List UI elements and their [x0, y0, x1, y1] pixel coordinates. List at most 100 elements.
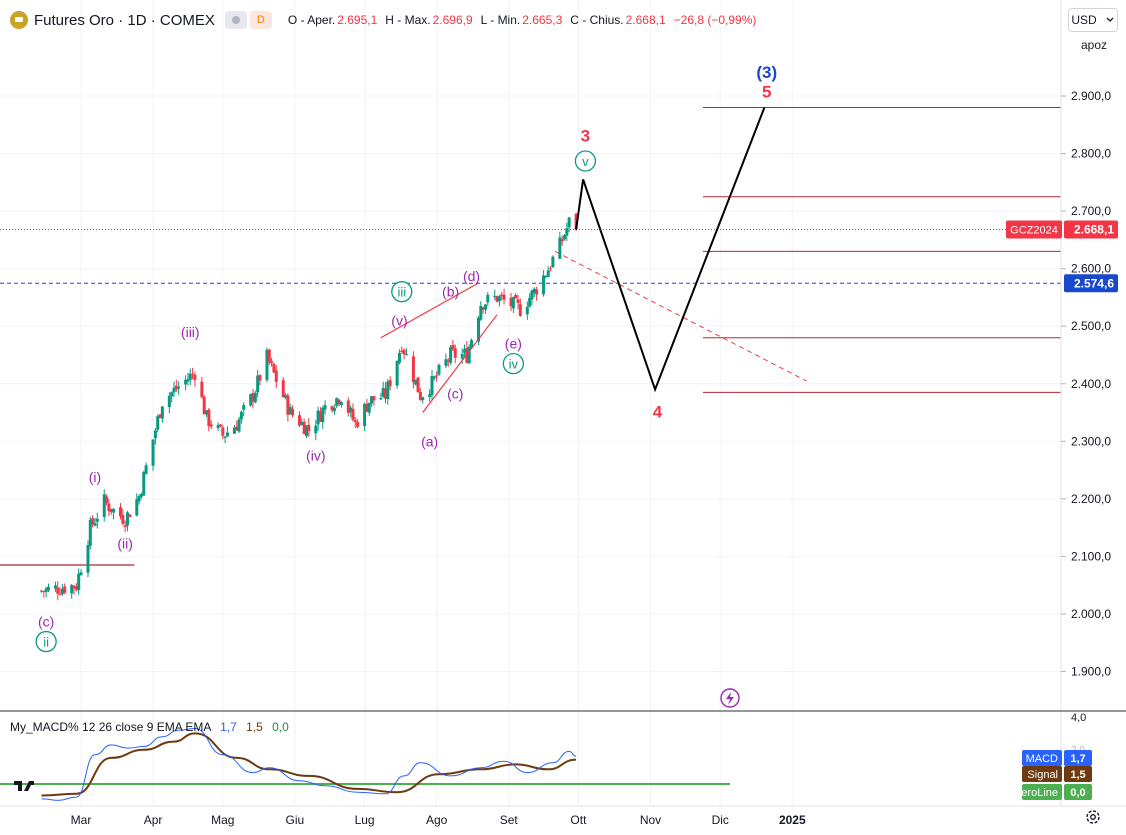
candle-body — [172, 387, 176, 393]
candle-body — [370, 396, 374, 404]
candle-body — [256, 375, 260, 393]
currency-label: USD — [1071, 13, 1097, 27]
candle-body — [258, 375, 262, 381]
candle-body — [567, 217, 571, 228]
dot-icon — [231, 16, 240, 24]
indicator-name: My_MACD% — [10, 720, 79, 734]
market-flag-icon[interactable] — [224, 11, 247, 29]
wave-label: (iv) — [306, 448, 325, 464]
candle-body — [144, 465, 148, 474]
candle-body — [411, 356, 415, 383]
candle-body — [416, 377, 420, 393]
wave-label: iv — [509, 357, 519, 372]
candle-body — [400, 350, 404, 353]
wave-label: 4 — [653, 403, 663, 422]
candle-body — [170, 392, 174, 397]
symbol-tag-label: GCZ2024 — [1010, 224, 1058, 236]
time-tick-label: Giu — [286, 813, 305, 827]
candle-body — [125, 512, 129, 526]
candle-body — [56, 587, 60, 594]
price-grid — [0, 0, 1061, 806]
candle-body — [128, 514, 132, 518]
candle-body — [160, 406, 164, 419]
gear-icon[interactable] — [1084, 808, 1102, 826]
candle-body — [446, 360, 450, 362]
candle-body — [123, 525, 127, 528]
time-tick-label: Apr — [144, 813, 163, 827]
price-tag — [1064, 220, 1118, 239]
macd-tag-name: Signal — [1027, 769, 1058, 781]
candle-body — [202, 396, 206, 415]
candle-body — [107, 503, 111, 511]
price-tick-label: 2.000,0 — [1071, 607, 1111, 621]
candle-body — [174, 385, 178, 390]
candle-body — [384, 388, 388, 399]
candle-body — [323, 405, 327, 410]
candle-body — [142, 471, 146, 496]
price-tag-label: 2.574,6 — [1074, 276, 1114, 290]
time-tick-label: Mag — [211, 813, 234, 827]
price-tick-label: 1.900,0 — [1071, 665, 1111, 679]
candle-body — [346, 400, 350, 413]
candle-body — [574, 213, 578, 230]
candle-body — [535, 289, 539, 295]
scale-mode-label[interactable]: apoz — [1070, 34, 1118, 56]
candle-body — [218, 424, 222, 427]
price-tick-label: 2.700,0 — [1071, 204, 1111, 218]
wave-label: v — [582, 154, 589, 169]
indicator-header[interactable]: My_MACD% 12 26 close 9 EMA EMA 1,7 1,5 0… — [10, 720, 289, 734]
currency-select[interactable]: USD — [1068, 8, 1118, 32]
candle-body — [397, 352, 401, 363]
candle-body — [288, 407, 292, 415]
price-tick-label: 2.900,0 — [1071, 89, 1111, 103]
ohlc-high-value: 2.696,9 — [432, 13, 473, 27]
candle-body — [267, 349, 271, 363]
candle-body — [46, 586, 50, 591]
wave-label: (v) — [391, 312, 407, 328]
candle-body — [486, 294, 490, 303]
candle-body — [265, 349, 269, 380]
macd-value-tag — [1064, 750, 1092, 766]
price-tick-label: 2.100,0 — [1071, 549, 1111, 563]
candle-body — [184, 379, 188, 385]
wave-label: (3) — [756, 63, 777, 82]
candle-body — [476, 317, 480, 342]
macd-tag — [1022, 766, 1062, 782]
wave-labels: (c) ii (i) (ii) (iii) (iv) (v) iii (a) (b) (c) (d) (… — [35, 63, 777, 708]
candle-body — [335, 398, 339, 406]
delay-flag[interactable]: D — [249, 11, 272, 29]
macd-signal-line — [41, 732, 577, 797]
candle-body — [151, 439, 155, 466]
candle-body — [449, 347, 453, 363]
candle-body — [39, 590, 43, 592]
candle-body — [430, 375, 434, 396]
candle-body — [565, 228, 569, 236]
candle-body — [304, 425, 308, 436]
symbol-title[interactable]: Futures Oro · 1D · COMEX — [34, 11, 215, 29]
candle-body — [402, 349, 406, 355]
macd-tick-label: 4,0 — [1071, 712, 1086, 724]
candle-body — [188, 373, 192, 380]
candle-body — [235, 426, 239, 431]
candle-body — [337, 399, 341, 405]
macd-tag-value: 0,0 — [1070, 787, 1085, 799]
candle-body — [225, 432, 229, 437]
ohlc-close-value: 2.668,1 — [625, 13, 666, 27]
wave-label: (c) — [38, 613, 54, 629]
candle-body — [186, 379, 190, 382]
candle-body — [58, 593, 62, 595]
indicator-params: 12 26 close 9 EMA EMA — [82, 720, 211, 734]
candle-body — [121, 514, 125, 524]
wave-circle — [574, 150, 597, 172]
candle-body — [493, 295, 497, 297]
candle-body — [351, 408, 355, 420]
candle-body — [42, 591, 46, 593]
candle-body — [232, 427, 236, 434]
candle-body — [216, 424, 220, 429]
candle-body — [221, 427, 225, 436]
candle-body — [74, 586, 78, 590]
macd-tag-value: 1,5 — [1070, 769, 1085, 781]
indicator-macd-value: 1,7 — [220, 720, 237, 734]
candle-body — [112, 508, 116, 513]
